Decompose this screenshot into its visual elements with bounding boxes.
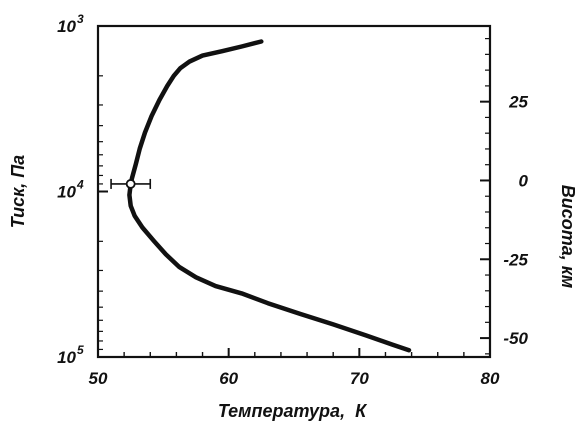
plot-frame [96, 24, 492, 359]
y2-tick-label: -25 [503, 250, 528, 269]
y2-tick-label: 25 [508, 93, 528, 112]
data-point-marker [125, 179, 136, 189]
y-axis-title: Тиск, Па [8, 155, 28, 228]
y-tick-base: 10 [57, 183, 76, 202]
y2-tick-label: -50 [503, 329, 528, 348]
y-tick-base: 10 [57, 348, 76, 367]
y-tick-base: 10 [57, 17, 76, 36]
y-tick-exponent: 4 [76, 178, 84, 192]
y-tick-exponent: 5 [77, 343, 84, 357]
x-tick-label: 80 [481, 369, 500, 388]
y2-tick-label: 0 [519, 171, 529, 190]
y-tick-exponent: 3 [77, 12, 84, 26]
y-tick-label: 10 [57, 183, 76, 202]
x-axis-title: Температура, К [218, 401, 368, 421]
x-tick-label: 50 [89, 369, 108, 388]
x-tick-label: 60 [219, 369, 238, 388]
y-tick-label: 10 [57, 17, 76, 36]
y2-axis-title: Висота, км [558, 185, 578, 288]
y-tick-label: 10 [57, 348, 76, 367]
x-tick-label: 70 [350, 369, 369, 388]
temperature-profile-line [127, 39, 412, 353]
